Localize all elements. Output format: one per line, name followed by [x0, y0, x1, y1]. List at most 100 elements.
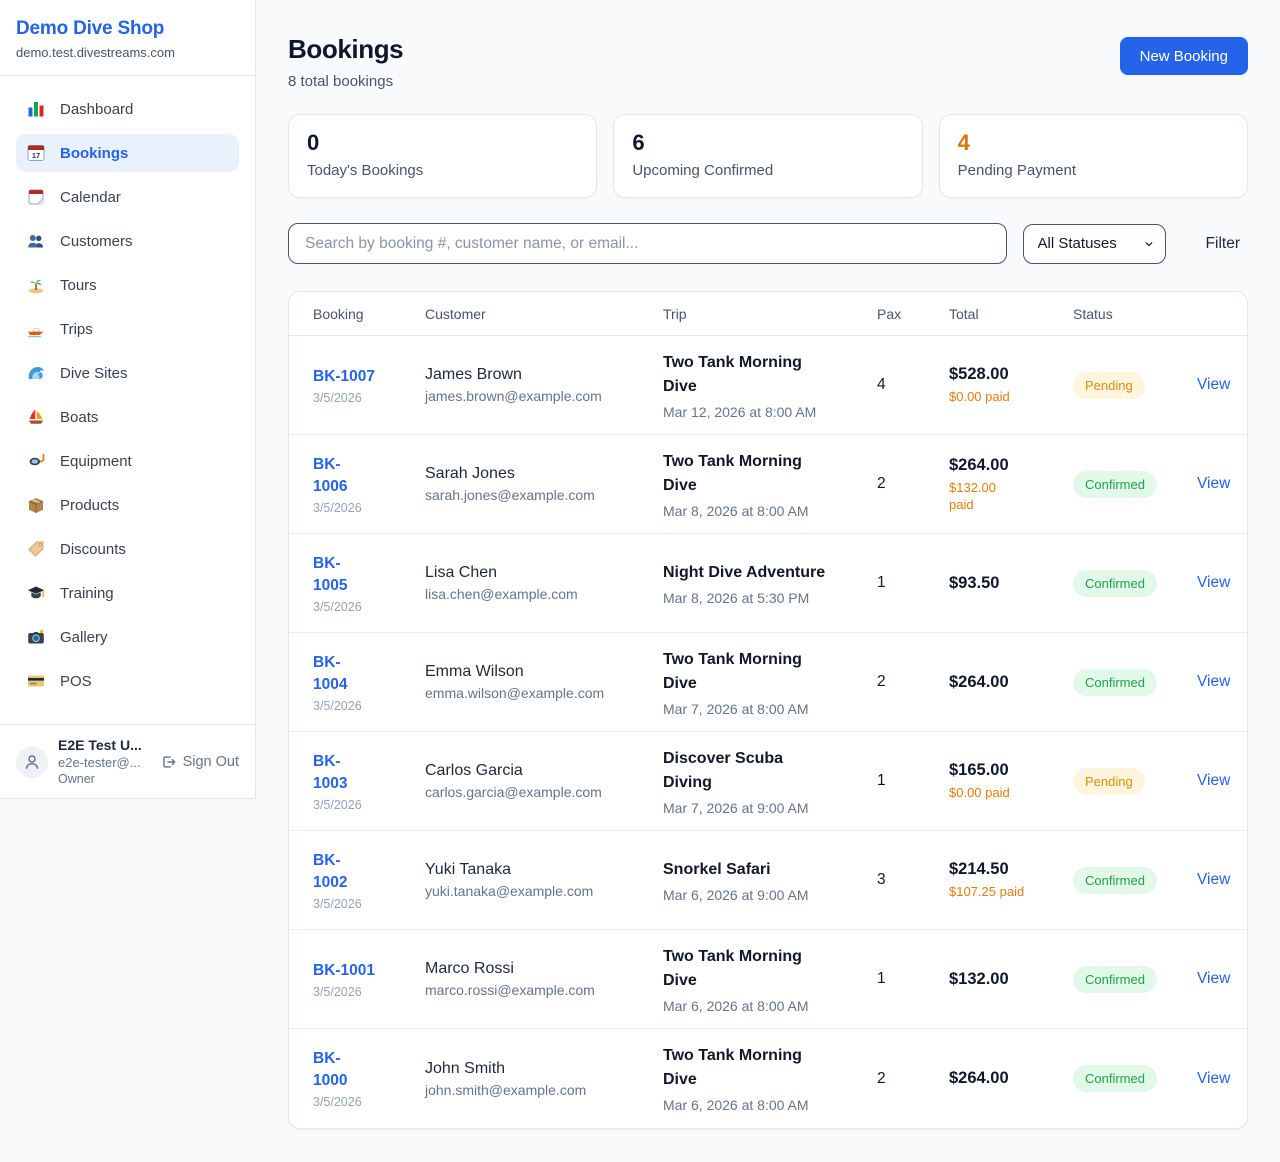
customer-cell: Carlos Garcia carlos.garcia@example.com — [425, 762, 663, 800]
status-select[interactable]: All Statuses — [1022, 223, 1166, 264]
trip-cell: Two Tank Morning Dive Mar 12, 2026 at 8:… — [663, 351, 877, 420]
search-input[interactable] — [288, 223, 1007, 264]
paid-amount: $0.00 paid — [949, 785, 1010, 800]
booking-date: 3/5/2026 — [313, 390, 362, 405]
sidebar-item-customers[interactable]: Customers — [16, 222, 239, 260]
status-badge: Confirmed — [1073, 569, 1157, 597]
trip-date: Mar 6, 2026 at 9:00 AM — [663, 886, 809, 903]
sidebar-item-training[interactable]: Training — [16, 574, 239, 612]
view-link[interactable]: View — [1197, 871, 1231, 888]
customer-name: Yuki Tanaka — [425, 861, 511, 878]
sidebar-item-discounts[interactable]: Discounts — [16, 530, 239, 568]
status-cell: Confirmed — [1073, 569, 1197, 597]
trip-name: Two Tank Morning Dive — [663, 650, 802, 692]
tag-icon — [26, 539, 46, 559]
stat-label: Pending Payment — [957, 162, 1077, 179]
booking-cell: BK- 1000 3/5/2026 — [313, 1048, 425, 1109]
brand: Demo Dive Shop demo.test.divestreams.com — [0, 0, 255, 76]
sidebar-item-dive-sites[interactable]: Dive Sites — [16, 354, 239, 392]
sidebar-item-gallery[interactable]: Gallery — [16, 618, 239, 656]
stat-value: 4 — [957, 130, 970, 155]
filter-button[interactable]: Filter — [1198, 231, 1248, 257]
stats-row: 0 Today's Bookings 6 Upcoming Confirmed … — [288, 114, 1248, 198]
view-link[interactable]: View — [1197, 574, 1231, 591]
pax-value: 4 — [877, 376, 886, 393]
sidebar-item-boats[interactable]: Boats — [16, 398, 239, 436]
page-subtitle: 8 total bookings — [288, 73, 394, 90]
status-badge: Confirmed — [1073, 1065, 1157, 1092]
view-link[interactable]: View — [1197, 475, 1231, 492]
trip-name: Two Tank Morning Dive — [663, 947, 802, 989]
booking-cell: BK- 1005 3/5/2026 — [313, 553, 425, 614]
booking-id-link[interactable]: BK- 1002 — [313, 851, 348, 891]
package-icon — [26, 495, 46, 515]
total-cell: $132.00 — [949, 970, 1073, 989]
booking-id-link[interactable]: BK-1001 — [313, 961, 376, 979]
column-header-booking: Booking — [313, 305, 364, 322]
view-link[interactable]: View — [1197, 673, 1231, 690]
customer-email: lisa.chen@example.com — [425, 586, 578, 602]
sidebar-item-label: Dive Sites — [60, 364, 128, 382]
trip-cell: Discover Scuba Diving Mar 7, 2026 at 9:0… — [663, 747, 877, 816]
booking-id-link[interactable]: BK- 1004 — [313, 653, 348, 693]
column-header-status: Status — [1073, 305, 1113, 322]
booking-id-link[interactable]: BK- 1000 — [313, 1050, 348, 1089]
new-booking-button[interactable]: New Booking — [1119, 37, 1248, 75]
total-cell: $264.00 — [949, 1069, 1073, 1088]
user-name: E2E Test U... — [58, 737, 142, 753]
user-meta: E2E Test U... e2e-tester@... Owner — [58, 737, 149, 786]
table-row: BK- 1006 3/5/2026 Sarah Jones sarah.jone… — [289, 435, 1247, 534]
total-amount: $528.00 — [949, 365, 1009, 383]
sidebar: Demo Dive Shop demo.test.divestreams.com… — [0, 0, 256, 799]
sidebar-item-equipment[interactable]: Equipment — [16, 442, 239, 480]
customer-name: John Smith — [425, 1059, 506, 1077]
trip-name: Snorkel Safari — [663, 860, 771, 878]
customer-email: carlos.garcia@example.com — [425, 784, 602, 800]
sign-out-button[interactable]: Sign Out — [159, 753, 239, 771]
sidebar-footer: E2E Test U... e2e-tester@... Owner Sign … — [0, 724, 255, 798]
trip-date: Mar 7, 2026 at 9:00 AM — [663, 799, 809, 816]
user-icon — [25, 754, 39, 769]
trip-cell: Two Tank Morning Dive Mar 6, 2026 at 8:0… — [663, 1044, 877, 1113]
table-row: BK- 1002 3/5/2026 Yuki Tanaka yuki.tanak… — [289, 831, 1247, 930]
view-link[interactable]: View — [1197, 376, 1231, 393]
user-role: Owner — [58, 772, 95, 786]
total-cell: $264.00 — [949, 673, 1073, 692]
wave-icon — [26, 363, 46, 383]
sidebar-item-calendar[interactable]: Calendar — [16, 178, 239, 216]
view-link[interactable]: View — [1197, 970, 1231, 987]
customer-name: Carlos Garcia — [425, 762, 523, 779]
sidebar-item-dashboard[interactable]: Dashboard — [16, 90, 239, 128]
table-row: BK- 1005 3/5/2026 Lisa Chen lisa.chen@ex… — [289, 534, 1247, 633]
sidebar-item-label: Boats — [60, 408, 99, 426]
trip-name: Two Tank Morning Dive — [663, 452, 802, 494]
total-cell: $214.50 $107.25 paid — [949, 860, 1073, 900]
sidebar-item-label: Products — [60, 496, 120, 514]
sidebar-item-bookings[interactable]: Bookings — [16, 134, 239, 172]
status-cell: Confirmed — [1073, 866, 1197, 894]
booking-id-link[interactable]: BK-1007 — [313, 367, 376, 385]
booking-cell: BK- 1004 3/5/2026 — [313, 652, 425, 713]
sidebar-item-trips[interactable]: Trips — [16, 310, 239, 348]
main-content: Bookings 8 total bookings New Booking 0 … — [256, 0, 1280, 1129]
customer-cell: Yuki Tanaka yuki.tanaka@example.com — [425, 861, 663, 899]
trip-cell: Two Tank Morning Dive Mar 7, 2026 at 8:0… — [663, 648, 877, 717]
trip-date: Mar 7, 2026 at 8:00 AM — [663, 700, 809, 717]
sidebar-item-tours[interactable]: Tours — [16, 266, 239, 304]
customer-cell: Emma Wilson emma.wilson@example.com — [425, 663, 663, 701]
booking-id-link[interactable]: BK- 1005 — [313, 554, 348, 594]
table-row: BK- 1004 3/5/2026 Emma Wilson emma.wilso… — [289, 633, 1247, 732]
sidebar-item-pos[interactable]: POS — [16, 662, 239, 700]
status-cell: Confirmed — [1073, 965, 1197, 993]
speedboat-icon — [26, 319, 46, 339]
view-link[interactable]: View — [1197, 1069, 1231, 1087]
sidebar-item-products[interactable]: Products — [16, 486, 239, 524]
trip-date: Mar 6, 2026 at 8:00 AM — [663, 1097, 809, 1113]
booking-id-link[interactable]: BK- 1003 — [313, 752, 348, 792]
trip-date: Mar 8, 2026 at 8:00 AM — [663, 502, 809, 519]
booking-id-link[interactable]: BK- 1006 — [313, 455, 348, 495]
view-link[interactable]: View — [1197, 772, 1231, 789]
pax-value: 3 — [877, 871, 886, 888]
customer-cell: Marco Rossi marco.rossi@example.com — [425, 960, 663, 998]
sailboat-icon — [26, 407, 46, 427]
